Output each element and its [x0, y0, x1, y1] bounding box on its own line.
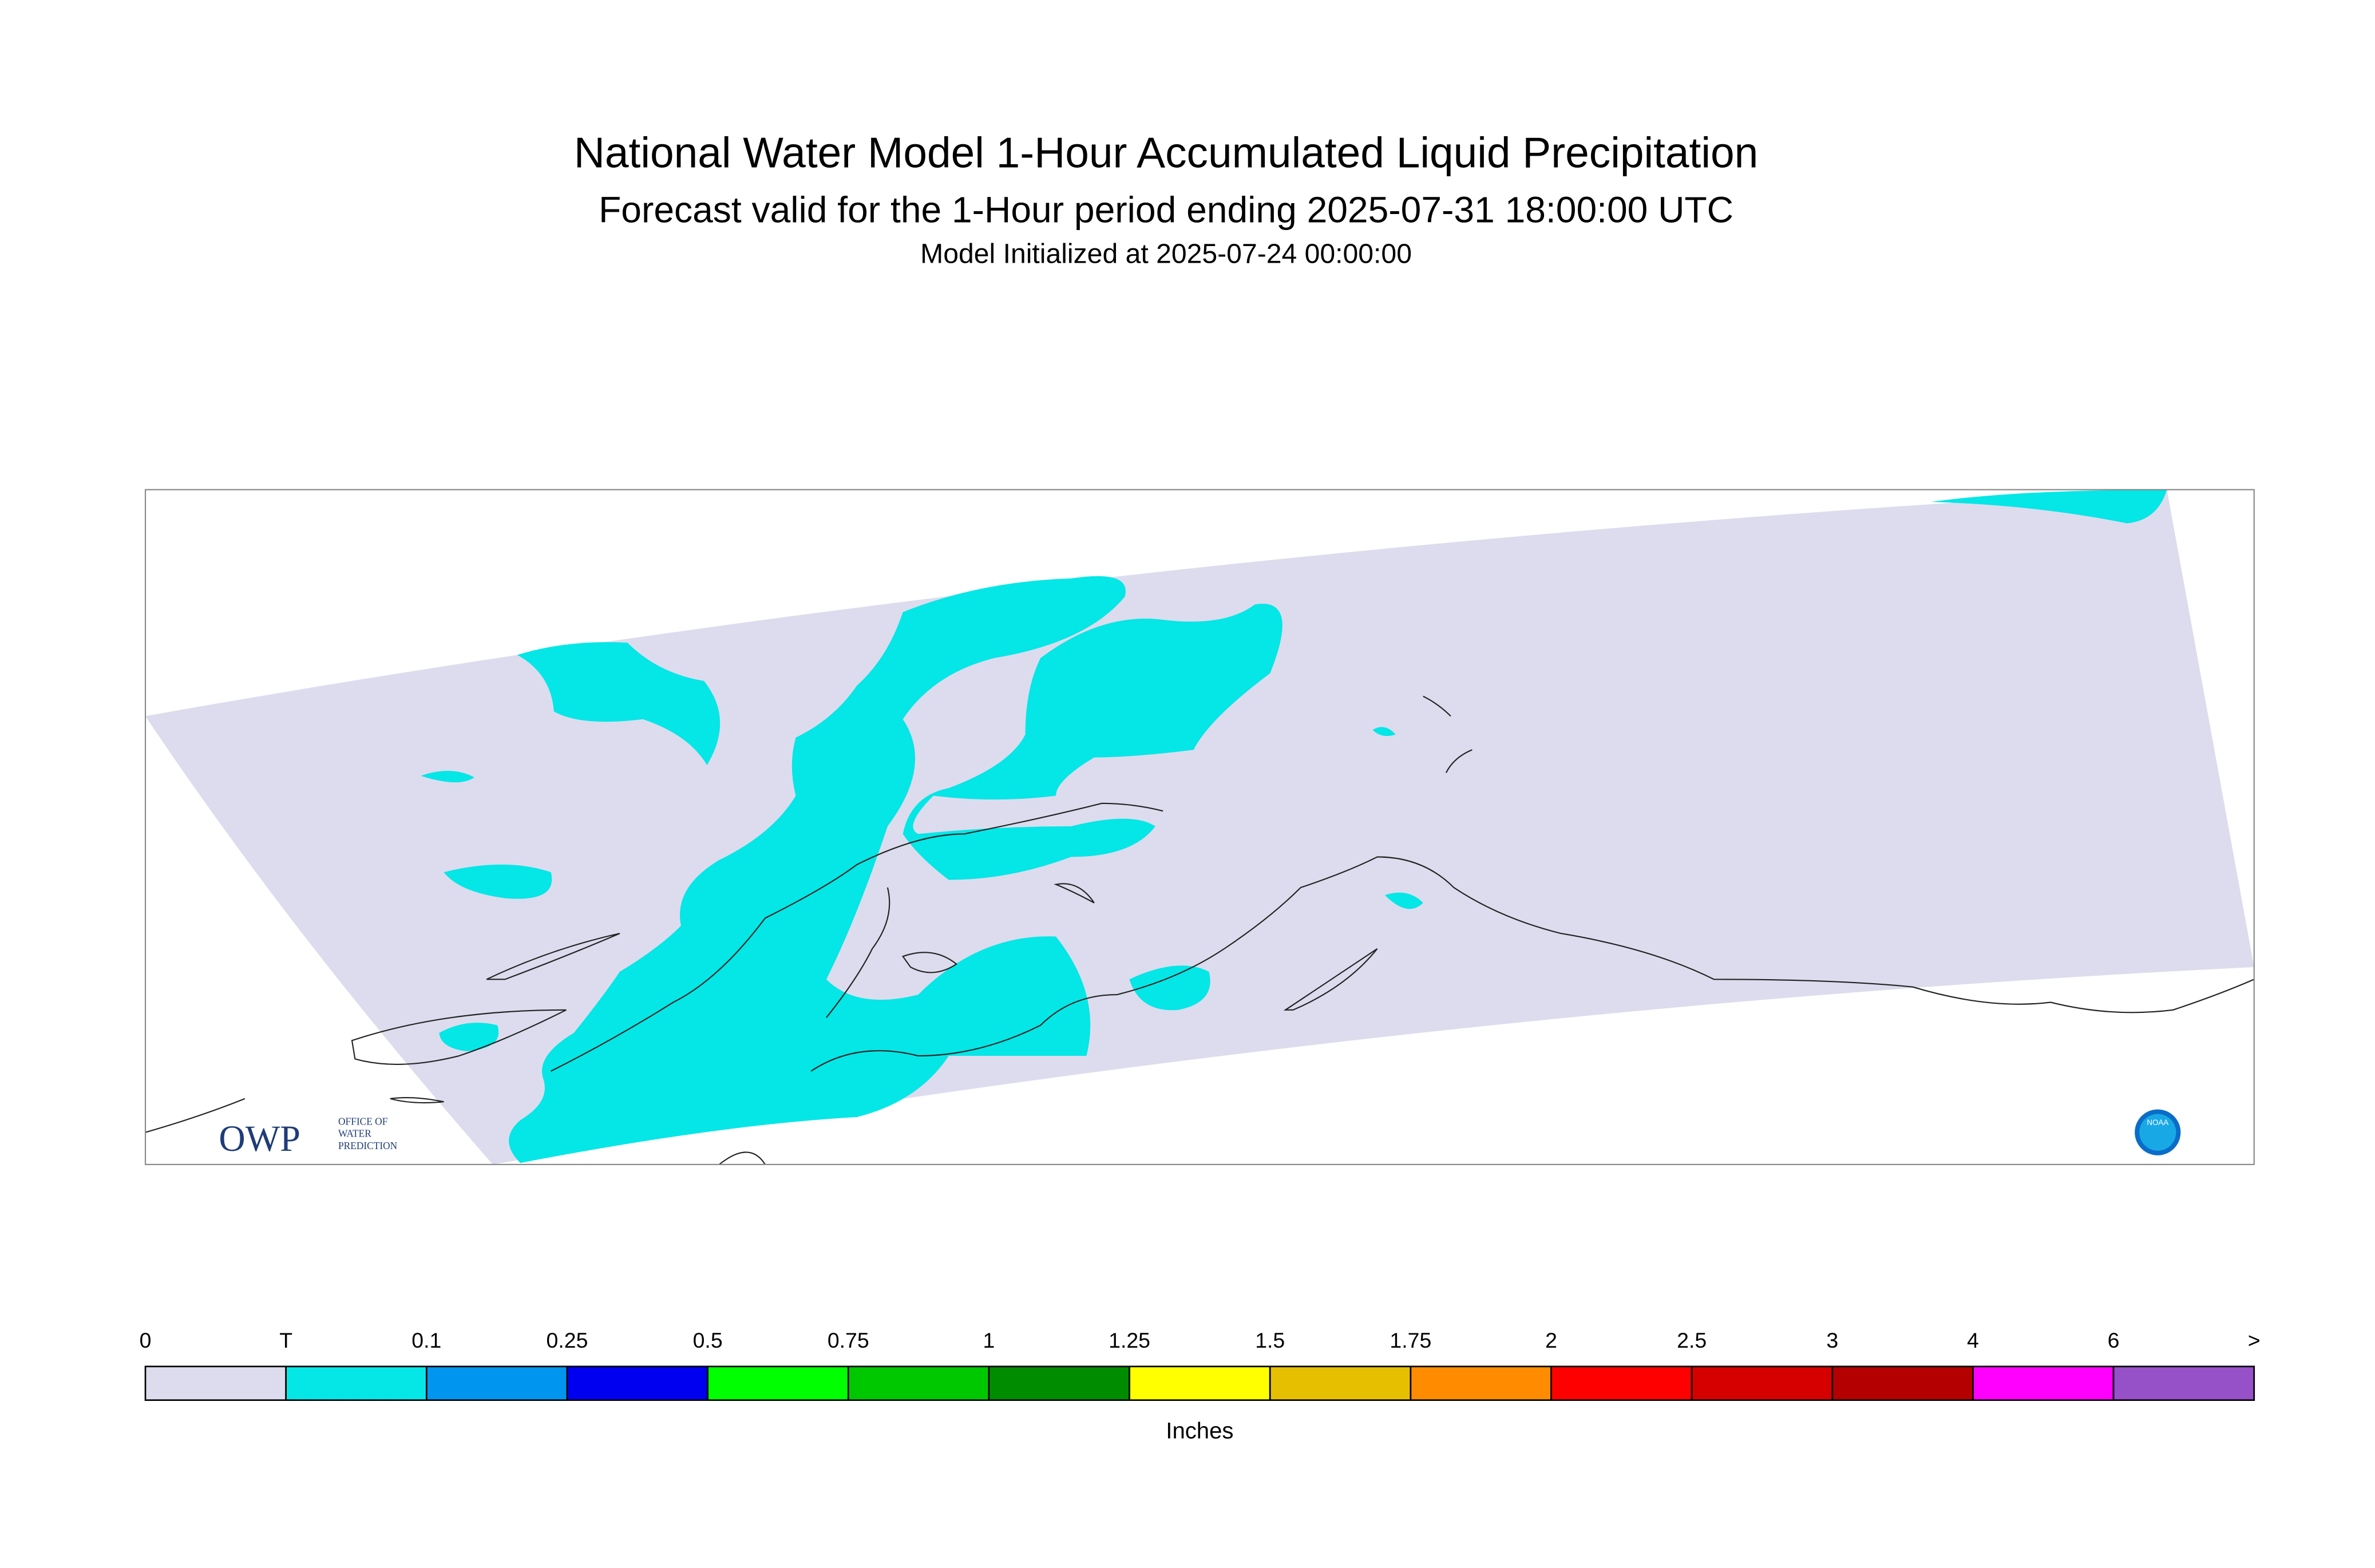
noaa-logo-text: NOAA — [2147, 1118, 2168, 1127]
legend-label: 0.75 — [828, 1328, 869, 1352]
title: National Water Model 1-Hour Accumulated … — [574, 129, 1758, 177]
legend-label: 1.5 — [1255, 1328, 1285, 1352]
legend-swatch — [144, 1365, 287, 1401]
legend-swatch — [1269, 1365, 1412, 1401]
model-domain — [145, 489, 2254, 1165]
noaa-logo: NOAA — [2135, 1109, 2181, 1155]
map-frame — [144, 489, 2255, 1165]
owp-logo-line: WATER — [338, 1129, 371, 1139]
legend-label: 0.5 — [693, 1328, 723, 1352]
color-legend: 0 T 0.1 0.25 0.5 0.75 1 1.25 1.5 1.75 2 2.5 3 4 6 > — [140, 1328, 2261, 1401]
owp-logo: OWP OFFICE OF WATER PREDICTION — [219, 1116, 397, 1158]
legend-label: 4 — [1967, 1328, 1979, 1352]
legend-label: > — [2248, 1328, 2261, 1352]
legend-label: 0.1 — [411, 1328, 441, 1352]
map — [145, 489, 2254, 1165]
legend-unit: Inches — [1166, 1418, 1233, 1443]
legend-swatch — [1831, 1365, 1974, 1401]
owp-logo-line: PREDICTION — [338, 1141, 398, 1151]
noaa-logo-inner — [2139, 1114, 2176, 1151]
legend-label: 0.25 — [547, 1328, 588, 1352]
legend-swatch — [2112, 1365, 2255, 1401]
legend-label: 2.5 — [1677, 1328, 1707, 1352]
legend-label: 1 — [983, 1328, 995, 1352]
legend-label: 3 — [1826, 1328, 1838, 1352]
subtitle: Forecast valid for the 1-Hour period end… — [599, 189, 1733, 231]
legend-label: 1.75 — [1390, 1328, 1431, 1352]
legend-swatch — [285, 1365, 428, 1401]
legend-swatch — [988, 1365, 1130, 1401]
legend-swatch — [1691, 1365, 1834, 1401]
owp-logo-text: OWP — [219, 1118, 300, 1159]
legend-swatch — [707, 1365, 849, 1401]
coastlines — [145, 695, 2254, 1165]
legend-label: 2 — [1545, 1328, 1557, 1352]
legend-label: T — [279, 1328, 292, 1352]
legend-label: 0 — [140, 1328, 152, 1352]
precip-areas — [421, 489, 2167, 1163]
legend-swatch — [1550, 1365, 1693, 1401]
init-time: Model Initialized at 2025-07-24 00:00:00 — [920, 238, 1412, 269]
legend-swatch — [1129, 1365, 1271, 1401]
legend-label: 1.25 — [1109, 1328, 1150, 1352]
owp-logo-line: OFFICE OF — [338, 1116, 388, 1127]
legend-label: 6 — [2108, 1328, 2120, 1352]
legend-swatch — [566, 1365, 708, 1401]
legend-swatch — [1410, 1365, 1552, 1401]
legend-swatch — [847, 1365, 990, 1401]
legend-swatch — [1972, 1365, 2115, 1401]
legend-swatch — [425, 1365, 568, 1401]
